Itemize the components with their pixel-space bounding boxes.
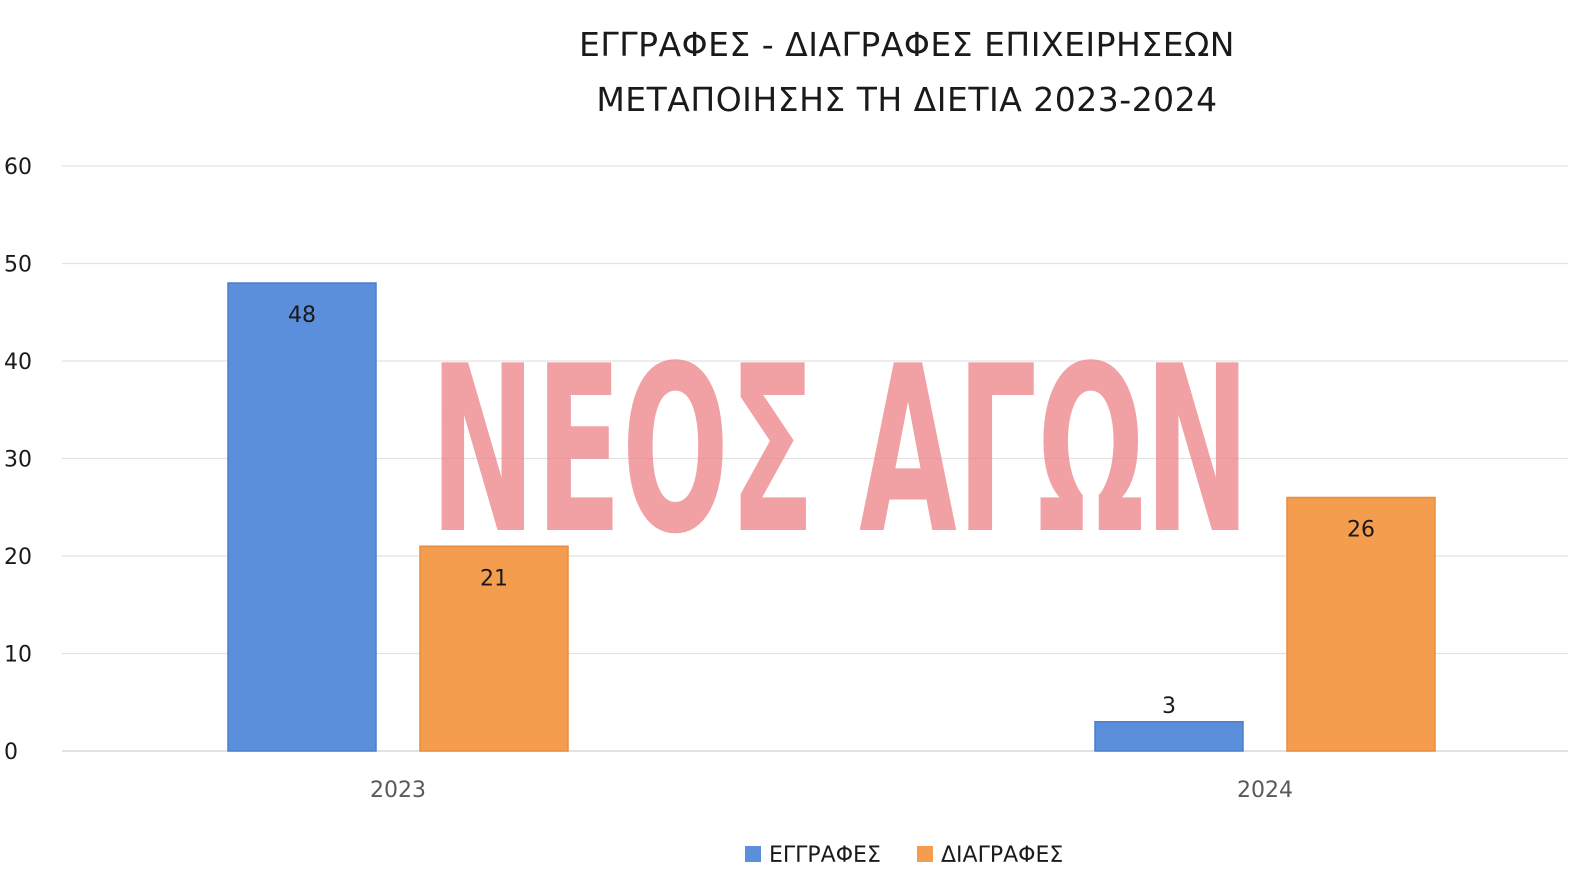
bar [1286,496,1436,752]
x-axis-ticks: 2023 2024 [370,778,1293,803]
data-label: 3 [1162,694,1176,719]
data-label: 21 [480,566,508,591]
y-tick-label: 30 [4,448,32,473]
y-tick-label: 0 [4,740,18,765]
y-tick-label: 10 [4,643,32,668]
x-tick-label: 2024 [1237,778,1293,803]
chart-title: ΕΓΓΡΑΦΕΣ - ΔΙΑΓΡΑΦΕΣ ΕΠΙΧΕΙΡΗΣΕΩΝ ΜΕΤΑΠΟ… [579,25,1235,119]
y-tick-label: 20 [4,545,32,570]
watermark-logo: ΝΕΟΣ ΑΓΩΝ [430,318,1250,585]
data-label: 48 [288,303,316,328]
legend-swatch [745,846,761,862]
legend-label: ΔΙΑΓΡΑΦΕΣ [941,843,1063,868]
x-tick-label: 2023 [370,778,426,803]
legend-swatch [917,846,933,862]
y-tick-label: 40 [4,350,32,375]
bar [227,282,377,752]
chart-title-line-1: ΕΓΓΡΑΦΕΣ - ΔΙΑΓΡΑΦΕΣ ΕΠΙΧΕΙΡΗΣΕΩΝ [579,25,1235,64]
y-tick-label: 60 [4,155,32,180]
y-tick-label: 50 [4,253,32,278]
bar [1094,721,1244,752]
legend-label: ΕΓΓΡΑΦΕΣ [769,843,881,868]
data-label: 26 [1347,518,1375,543]
data-labels: 48 3 21 26 [288,303,1375,719]
bar [419,545,569,752]
y-axis-ticks: 0 10 20 30 40 50 60 [4,155,32,765]
legend: ΕΓΓΡΑΦΕΣ ΔΙΑΓΡΑΦΕΣ [745,843,1063,868]
bars [227,282,1436,752]
chart-title-line-2: ΜΕΤΑΠΟΙΗΣΗΣ ΤΗ ΔΙΕΤΙΑ 2023-2024 [596,80,1217,119]
